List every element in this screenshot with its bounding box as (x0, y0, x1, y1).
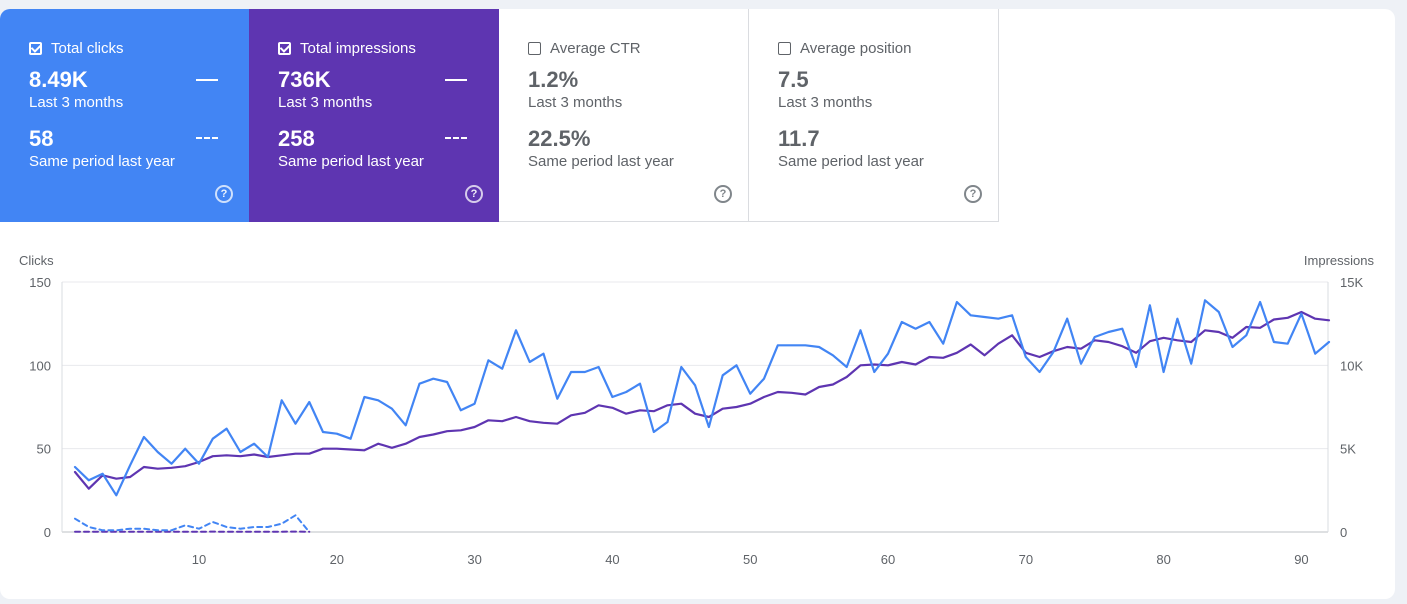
chart-grid (61, 281, 1329, 533)
metric-value: 736K (278, 67, 331, 92)
metric-total-clicks[interactable]: Total clicks 8.49K Last 3 months 58 Same… (0, 9, 249, 222)
checkbox-unchecked-icon[interactable] (528, 41, 541, 55)
x-tick-label: 10 (192, 552, 206, 567)
metric-compare-period: Same period last year (528, 153, 674, 170)
metric-compare-value: 258 (278, 126, 315, 151)
metric-label: Total clicks (51, 39, 124, 57)
metric-period: Last 3 months (778, 94, 873, 111)
checkbox-unchecked-icon[interactable] (778, 41, 791, 55)
dashed-line-legend-icon (445, 137, 467, 139)
metric-header: Average CTR (528, 39, 748, 57)
help-icon[interactable]: ? (714, 185, 732, 203)
solid-line-legend-icon (196, 79, 218, 81)
x-tick-label: 30 (467, 552, 481, 567)
metric-header: Average position (778, 39, 998, 57)
y-left-tick-label: 100 (29, 358, 51, 373)
performance-card: Total clicks 8.49K Last 3 months 58 Same… (0, 9, 1395, 599)
metric-tiles: Total clicks 8.49K Last 3 months 58 Same… (0, 9, 999, 222)
checkbox-checked-icon[interactable] (29, 41, 42, 55)
x-tick-label: 70 (1019, 552, 1033, 567)
help-icon[interactable]: ? (465, 185, 483, 203)
y-axis-left-label: Clicks (19, 253, 54, 268)
chart-series[interactable] (73, 299, 1331, 533)
y-axis-left-ticks: 0 50 100 150 (29, 275, 51, 540)
metric-header: Total clicks (29, 39, 249, 57)
metric-period: Last 3 months (278, 94, 373, 111)
x-tick-label: 40 (605, 552, 619, 567)
y-axis-right-label: Impressions (1304, 253, 1375, 268)
series-line-1[interactable] (73, 299, 1331, 497)
y-left-tick-label: 0 (44, 525, 51, 540)
series-line-2[interactable] (73, 310, 1331, 490)
solid-line-legend-icon (445, 79, 467, 81)
metric-value: 8.49K (29, 67, 88, 92)
metric-value: 1.2% (528, 67, 579, 92)
metric-average-ctr[interactable]: Average CTR 1.2% Last 3 months 22.5% Sam… (499, 9, 749, 222)
metric-label: Total impressions (300, 39, 416, 57)
checkbox-checked-icon[interactable] (278, 41, 291, 55)
metric-period: Last 3 months (29, 94, 124, 111)
y-right-tick-label: 0 (1340, 525, 1347, 540)
metric-compare-period: Same period last year (278, 153, 424, 170)
metric-compare-period: Same period last year (778, 153, 924, 170)
y-right-tick-label: 10K (1340, 358, 1363, 373)
x-tick-label: 20 (330, 552, 344, 567)
metric-average-position[interactable]: Average position 7.5 Last 3 months 11.7 … (749, 9, 999, 222)
metric-value: 7.5 (778, 67, 809, 92)
x-tick-label: 50 (743, 552, 757, 567)
help-icon[interactable]: ? (964, 185, 982, 203)
y-left-tick-label: 50 (37, 442, 51, 457)
metric-label: Average CTR (550, 39, 641, 57)
performance-chart[interactable]: Clicks Impressions 0 50 100 150 0 5K 10K 15K 1… (0, 9, 1395, 599)
metric-compare-value: 58 (29, 126, 54, 151)
series-line-3[interactable] (74, 514, 311, 533)
metric-header: Total impressions (278, 39, 499, 57)
metric-compare-period: Same period last year (29, 153, 175, 170)
y-right-tick-label: 15K (1340, 275, 1363, 290)
x-tick-label: 80 (1156, 552, 1170, 567)
y-right-tick-label: 5K (1340, 442, 1356, 457)
y-left-tick-label: 150 (29, 275, 51, 290)
x-tick-label: 60 (881, 552, 895, 567)
help-icon[interactable]: ? (215, 185, 233, 203)
metric-compare-value: 22.5% (528, 126, 591, 151)
dashed-line-legend-icon (196, 137, 218, 139)
x-tick-label: 90 (1294, 552, 1308, 567)
metric-period: Last 3 months (528, 94, 623, 111)
metric-total-impressions[interactable]: Total impressions 736K Last 3 months 258… (249, 9, 499, 222)
x-axis-ticks: 10 20 30 40 50 60 70 80 90 (192, 552, 1309, 567)
y-axis-right-ticks: 0 5K 10K 15K (1340, 275, 1363, 540)
metric-compare-value: 11.7 (778, 126, 820, 151)
metric-label: Average position (800, 39, 912, 57)
